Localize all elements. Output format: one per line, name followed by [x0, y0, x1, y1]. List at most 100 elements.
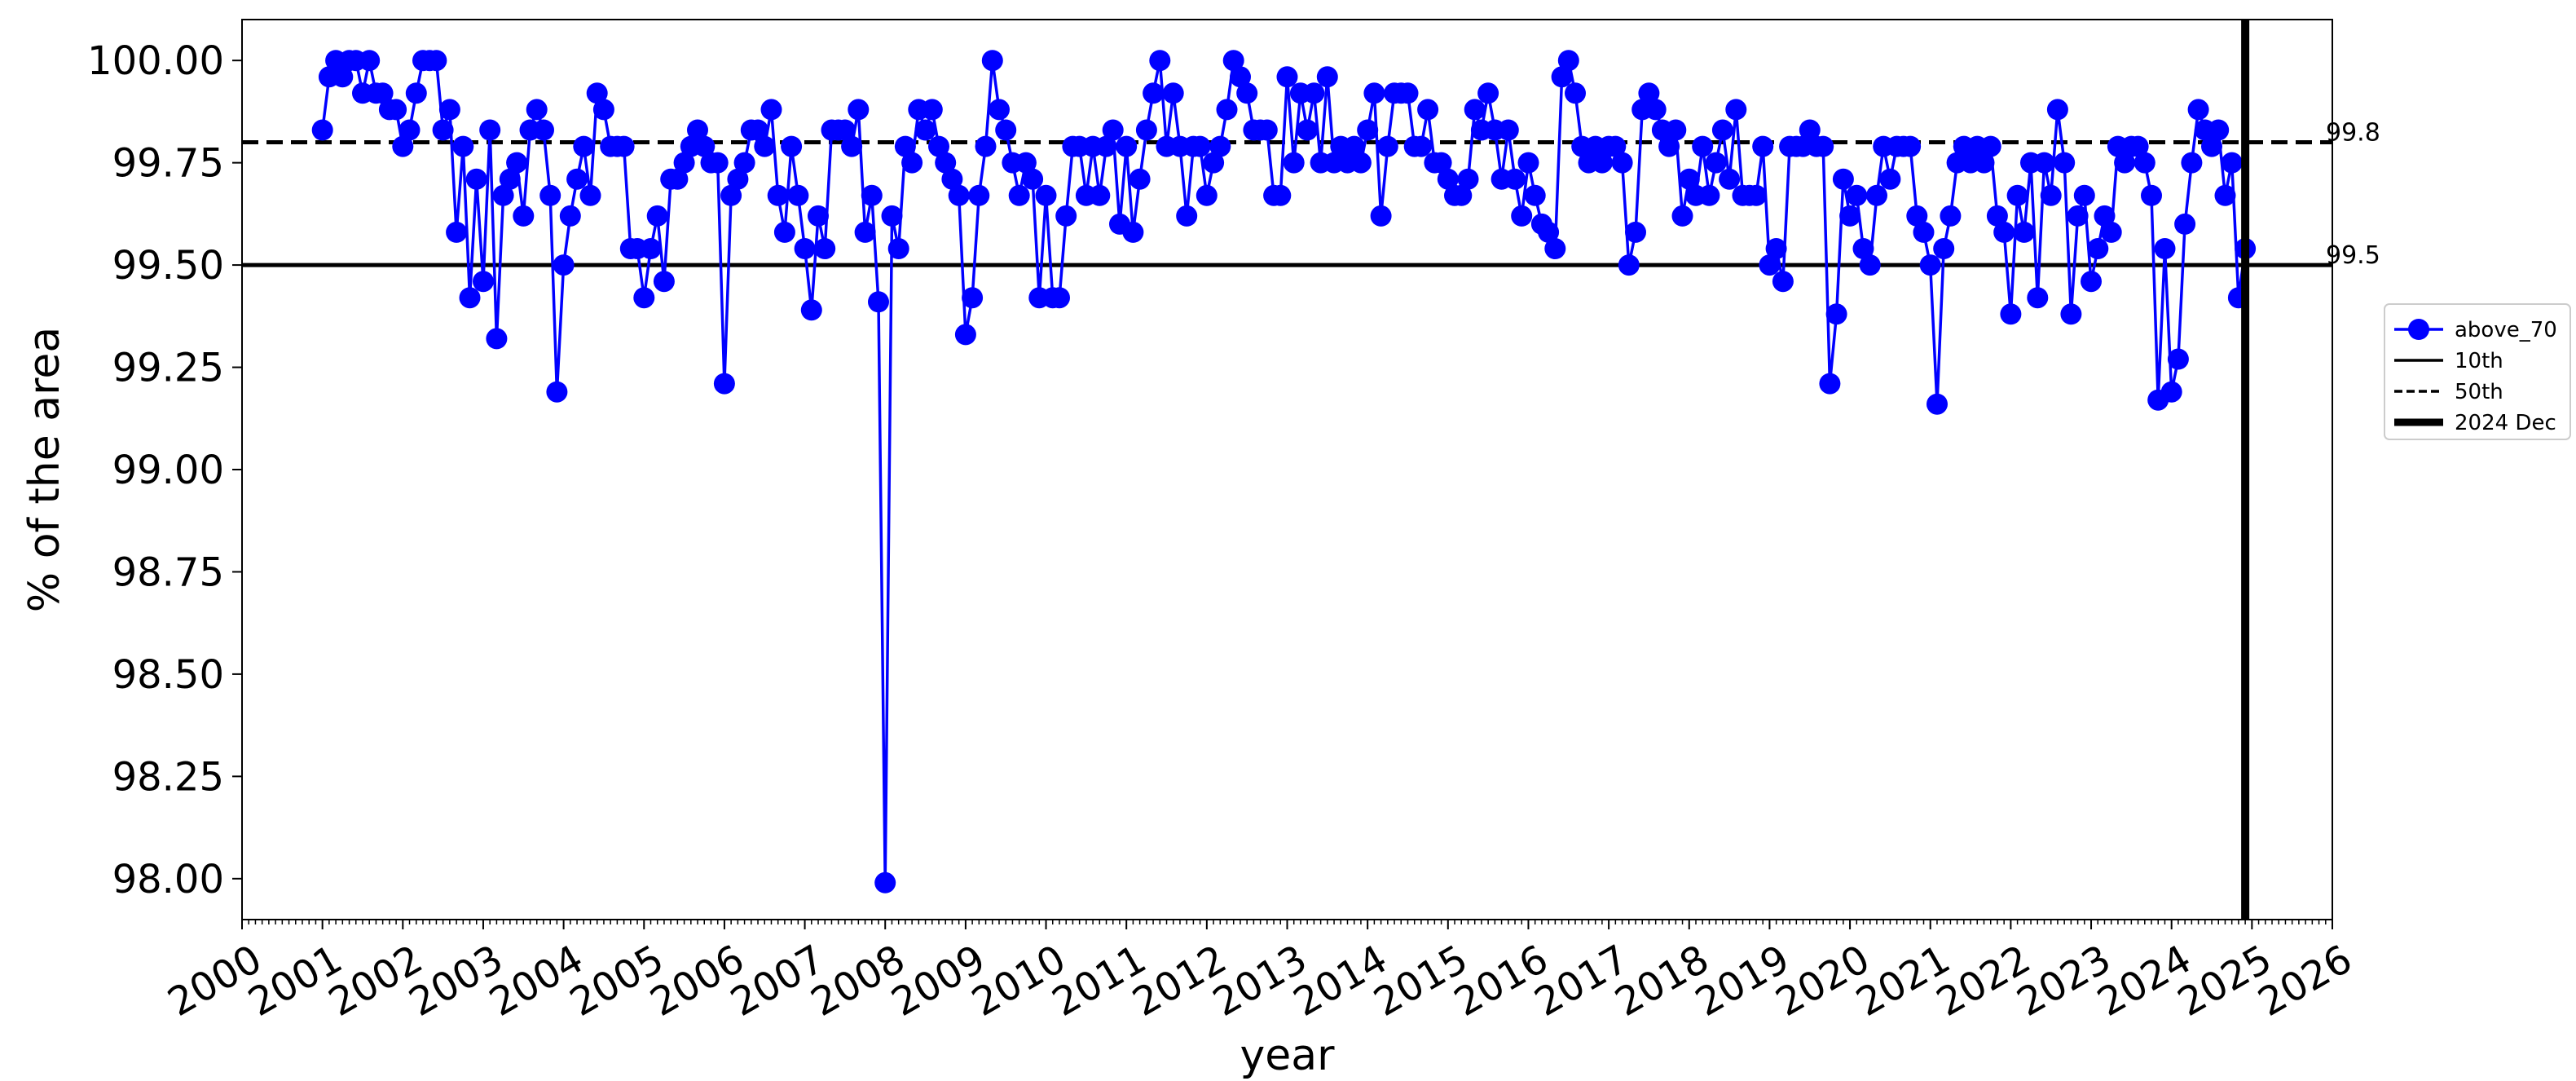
data-point	[794, 238, 816, 259]
reference-line-label: 99.5	[2326, 241, 2380, 270]
data-point	[995, 119, 1017, 141]
data-point	[1236, 82, 1258, 104]
data-point	[1698, 184, 1720, 206]
data-point	[941, 168, 963, 190]
data-point	[1544, 238, 1566, 259]
y-tick-label: 99.25	[112, 346, 224, 391]
y-axis-label: % of the area	[20, 327, 69, 612]
data-point	[432, 119, 454, 141]
data-point	[1799, 119, 1821, 141]
y-tick-label: 98.75	[112, 549, 224, 595]
data-point	[1900, 135, 1922, 157]
data-point	[653, 271, 675, 293]
data-point	[713, 373, 735, 395]
data-point	[1906, 205, 1928, 227]
y-tick-label: 99.00	[112, 448, 224, 493]
data-point	[1933, 238, 1955, 259]
data-point	[1839, 205, 1861, 227]
data-point	[2127, 135, 2149, 157]
data-point	[486, 328, 508, 350]
data-point	[1993, 221, 2015, 243]
data-point	[989, 99, 1010, 121]
data-point	[2208, 119, 2230, 141]
data-point	[1303, 82, 1325, 104]
data-point	[1451, 184, 1473, 206]
data-point	[981, 50, 1003, 72]
data-point	[1176, 205, 1198, 227]
data-point	[2214, 184, 2236, 206]
data-point	[2100, 221, 2122, 243]
data-point	[1189, 135, 1211, 157]
data-point	[1143, 82, 1165, 104]
data-point	[1524, 184, 1546, 206]
data-point	[559, 205, 581, 227]
data-point	[767, 184, 789, 206]
data-point	[1256, 119, 1278, 141]
data-point	[1979, 135, 2001, 157]
data-point	[1370, 205, 1392, 227]
data-point	[760, 99, 782, 121]
data-point	[1209, 135, 1231, 157]
data-point	[1832, 168, 1854, 190]
data-point	[640, 238, 662, 259]
data-point	[1216, 99, 1238, 121]
data-point	[1879, 168, 1901, 190]
data-point	[887, 238, 909, 259]
data-point	[954, 324, 976, 346]
data-point	[808, 205, 829, 227]
data-point	[1645, 99, 1667, 121]
data-point	[1102, 119, 1124, 141]
legend-marker	[2408, 319, 2429, 340]
data-point	[1316, 66, 1338, 88]
data-point	[800, 299, 822, 321]
data-point	[1611, 152, 1633, 174]
data-point	[881, 205, 903, 227]
legend-label: above_70	[2455, 318, 2557, 342]
data-point	[1678, 168, 1700, 190]
data-point	[1825, 303, 1847, 325]
data-point	[2221, 152, 2243, 174]
data-point	[1357, 119, 1379, 141]
data-point	[2201, 135, 2222, 157]
data-point	[1765, 238, 1787, 259]
y-tick-label: 99.75	[112, 141, 224, 187]
data-point	[2114, 152, 2136, 174]
data-point	[1671, 205, 1693, 227]
data-point	[479, 119, 501, 141]
data-point	[592, 99, 614, 121]
data-point	[975, 135, 997, 157]
data-point	[1565, 82, 1586, 104]
data-point	[1705, 152, 1727, 174]
data-point	[546, 381, 568, 403]
data-point	[868, 291, 889, 313]
data-point	[2181, 152, 2203, 174]
data-point	[1919, 254, 1941, 276]
legend-label: 50th	[2455, 380, 2503, 404]
data-point	[1940, 205, 1962, 227]
data-point	[687, 119, 708, 141]
data-point	[781, 135, 803, 157]
data-point	[1557, 50, 1579, 72]
data-point	[1457, 168, 1479, 190]
data-point	[1417, 99, 1439, 121]
data-point	[311, 119, 333, 141]
data-point	[2174, 213, 2196, 235]
data-point	[1363, 82, 1385, 104]
data-point	[1591, 152, 1613, 174]
data-point	[1129, 168, 1151, 190]
data-point	[1049, 287, 1070, 309]
data-point	[2133, 152, 2155, 174]
data-point	[1430, 152, 1452, 174]
data-point	[2013, 221, 2035, 243]
data-point	[2067, 205, 2089, 227]
x-tick-label: 2026	[2251, 936, 2360, 1026]
data-point	[533, 119, 554, 141]
data-point	[1376, 135, 1398, 157]
data-point	[747, 119, 768, 141]
data-point	[1015, 152, 1037, 174]
data-point	[1812, 135, 1834, 157]
data-point	[1350, 152, 1372, 174]
data-point	[579, 184, 601, 206]
data-point	[2027, 287, 2049, 309]
data-point	[814, 238, 836, 259]
